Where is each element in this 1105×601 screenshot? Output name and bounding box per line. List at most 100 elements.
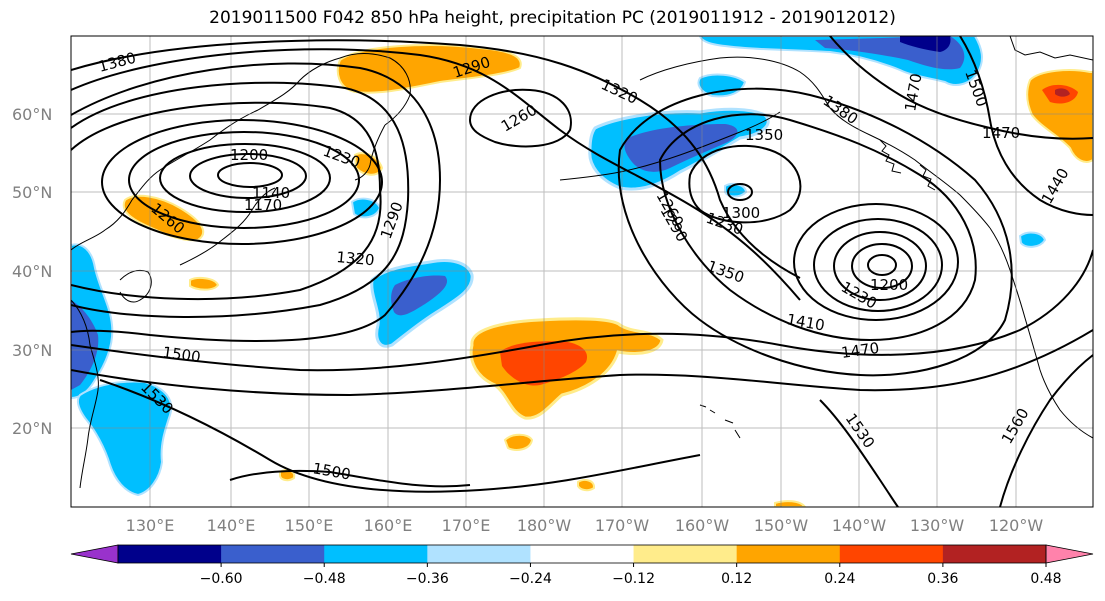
lon-label: 170°E — [442, 516, 491, 535]
contour-label: 1320 — [336, 248, 376, 269]
map-border — [70, 35, 1094, 508]
shade-blue-spot-east — [1018, 231, 1047, 248]
contour-e-4 — [813, 218, 943, 312]
contour-e-7 — [688, 144, 802, 224]
colorbar-cell — [839, 545, 944, 563]
contour-c-2 — [71, 48, 801, 301]
colorbar-cell — [736, 545, 841, 563]
contour-s-4 — [229, 469, 471, 488]
coast-polar — [1009, 36, 1093, 61]
contour-e-5 — [793, 203, 959, 321]
contour-c-3 — [71, 39, 801, 279]
coast-hawaii — [699, 404, 741, 439]
contour-s-7 — [959, 36, 1093, 216]
shade-orange-small2 — [353, 152, 384, 176]
contour-e-6 — [727, 183, 753, 201]
shade-blue-alaska2 — [697, 73, 747, 98]
colorbar-cell — [118, 545, 222, 563]
contour-w-6 — [71, 101, 382, 301]
colorbar-tick-label: −0.36 — [406, 571, 449, 587]
colorbar-tick-label: 0.48 — [1030, 571, 1061, 587]
shade-orange-japan — [122, 194, 205, 242]
colorbar-cell — [324, 545, 428, 563]
colorbar-frame — [117, 544, 1047, 564]
colorbar-extend-right — [1045, 544, 1094, 564]
coast-asia — [71, 53, 411, 251]
lon-label: 120°W — [989, 516, 1044, 535]
colorbar-tick-label: −0.12 — [612, 571, 655, 587]
contour-e-3 — [833, 231, 927, 301]
contour-label: 1200 — [230, 146, 268, 164]
latitude-labels: 60°N 50°N 40°N 30°N 20°N — [12, 105, 52, 438]
lat-label: 20°N — [12, 419, 52, 438]
lat-label: 40°N — [12, 262, 52, 281]
contour-s-8 — [829, 36, 1093, 140]
colorbar-cell — [633, 545, 738, 563]
coast-bc-fjords — [879, 139, 936, 191]
colorbar-ticks: −0.60 −0.48 −0.36 −0.24 −0.12 0.12 0.24 0.36 0.4… — [200, 563, 1062, 587]
contour-label: 1200 — [870, 276, 908, 294]
shade-navy-north — [900, 36, 951, 52]
contour-w-3 — [159, 143, 331, 213]
contour-c-4 — [468, 88, 572, 148]
contour-c-1 — [71, 62, 442, 342]
contour-label: 1350 — [745, 126, 783, 144]
lat-label: 50°N — [12, 183, 52, 202]
shade-royal-alaska — [624, 124, 738, 172]
lat-label: 30°N — [12, 341, 52, 360]
colorbar-tick-label: −0.60 — [200, 571, 243, 587]
shade-orange-spot3 — [279, 469, 296, 482]
lon-label: 150°E — [285, 516, 334, 535]
contour-e-2 — [851, 243, 913, 289]
contour-w-4 — [128, 131, 360, 229]
contour-w-5 — [101, 119, 383, 245]
lon-label: 180°W — [517, 516, 572, 535]
lon-label: 140°W — [832, 516, 887, 535]
contour-s-5 — [819, 399, 899, 507]
contour-s-6 — [999, 354, 1093, 507]
contour-e-8 — [658, 113, 977, 342]
colorbar-cells — [70, 544, 1094, 564]
contour-label: 1140 — [252, 184, 290, 202]
shade-darkred-ne — [1055, 88, 1070, 97]
colorbar-cell — [530, 545, 635, 563]
colorbar: −0.60 −0.48 −0.36 −0.24 −0.12 0.12 0.24 0.36 0.4… — [70, 544, 1094, 587]
lon-label: 160°E — [364, 516, 413, 535]
contour-s-2 — [71, 329, 1093, 397]
colorbar-extend-left — [70, 544, 119, 564]
coast-aleutian — [559, 111, 781, 181]
lon-label: 130°E — [126, 516, 175, 535]
map-title: 2019011500 F042 850 hPa height, precipit… — [209, 8, 896, 28]
coast-kamchatka — [354, 124, 386, 181]
coast-namerica — [989, 227, 1093, 439]
gridlines — [71, 36, 1093, 507]
contour-e-9 — [617, 87, 1013, 377]
shade-orange-spot1 — [503, 433, 534, 451]
contour-w-2 — [189, 153, 307, 199]
coastlines — [71, 36, 1093, 489]
contour-label: 1470 — [840, 339, 880, 362]
colorbar-tick-label: 0.12 — [721, 571, 752, 587]
colorbar-tick-label: 0.24 — [824, 571, 855, 587]
contour-s-3 — [99, 379, 701, 493]
colorbar-cell — [221, 545, 325, 563]
shade-orange-north — [336, 44, 522, 94]
precipitation-shading — [71, 36, 1093, 507]
coast-alaska — [639, 56, 991, 229]
contour-w-7 — [71, 81, 410, 318]
contour-w-1 — [217, 162, 283, 188]
shade-orange-spot4 — [774, 500, 807, 507]
lon-label: 170°W — [595, 516, 650, 535]
lat-label: 60°N — [12, 105, 52, 124]
contour-label: 1470 — [982, 124, 1020, 142]
longitude-labels: 130°E 140°E 150°E 160°E 170°E 180°W 170°… — [126, 516, 1044, 535]
colorbar-tick-label: 0.36 — [927, 571, 958, 587]
colorbar-tick-label: −0.24 — [509, 571, 552, 587]
height-contours — [71, 36, 1093, 507]
lon-label: 160°W — [675, 516, 730, 535]
shade-orange-spot2 — [577, 479, 596, 492]
contour-label: 1300 — [722, 204, 760, 222]
contour-s-1 — [71, 249, 1093, 372]
lon-label: 140°E — [207, 516, 256, 535]
